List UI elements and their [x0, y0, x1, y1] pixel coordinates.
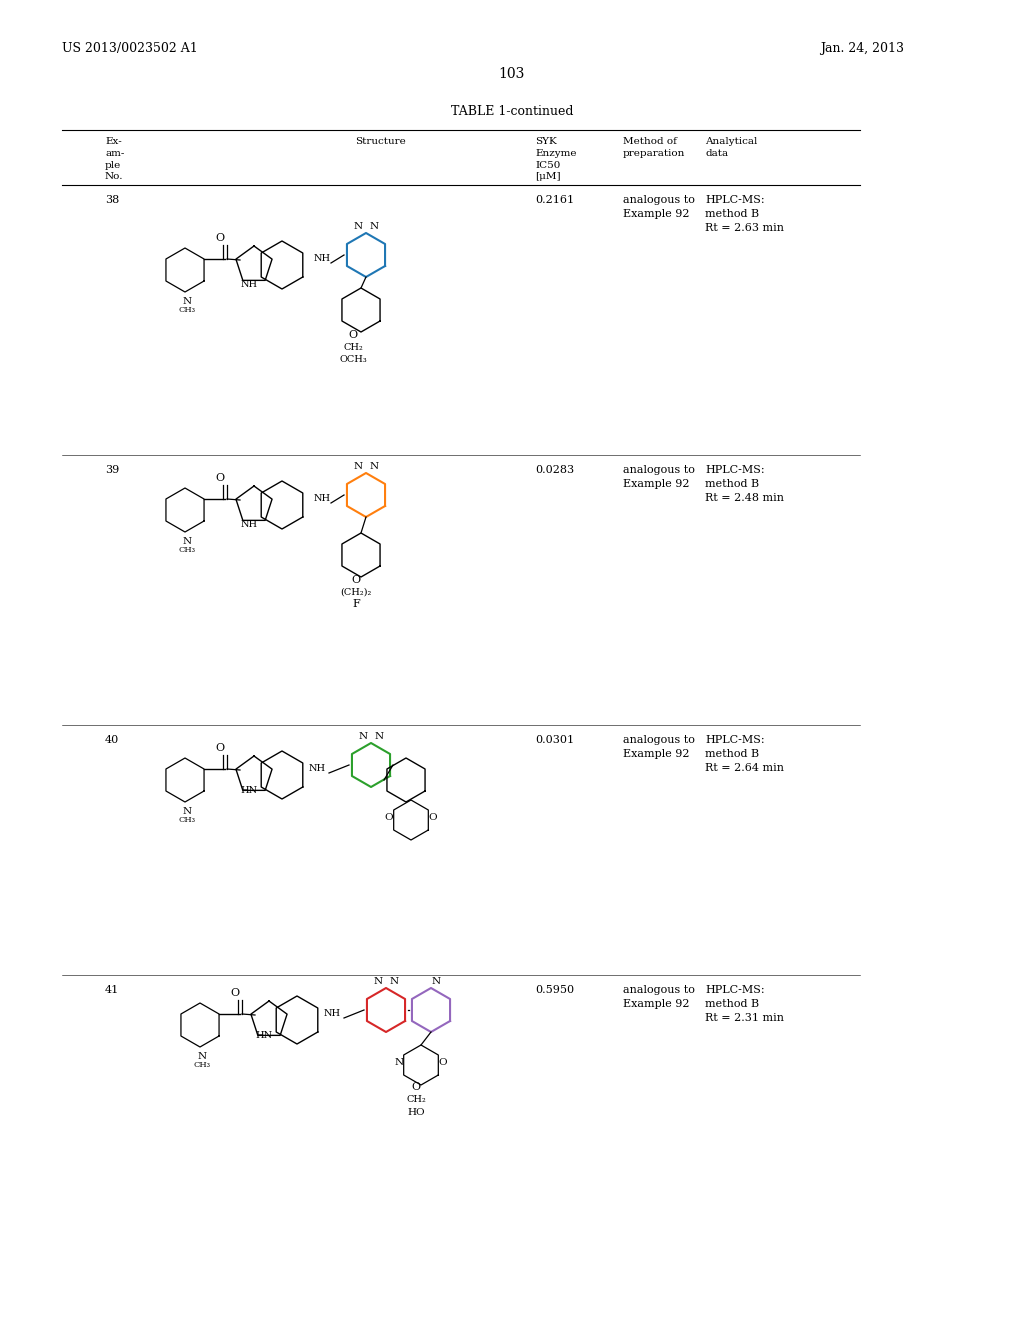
Text: CH₃: CH₃: [178, 816, 196, 824]
Text: 38: 38: [105, 195, 119, 205]
Text: CH₂: CH₂: [407, 1096, 426, 1104]
Text: O: O: [230, 987, 240, 998]
Text: O: O: [215, 473, 224, 483]
Text: Method of
preparation: Method of preparation: [623, 137, 685, 158]
Text: N: N: [182, 807, 191, 816]
Text: Structure: Structure: [354, 137, 406, 147]
Text: Analytical
data: Analytical data: [705, 137, 758, 158]
Text: HPLC-MS:
method B
Rt = 2.64 min: HPLC-MS: method B Rt = 2.64 min: [705, 735, 784, 774]
Text: 41: 41: [105, 985, 119, 995]
Text: OCH₃: OCH₃: [339, 355, 367, 364]
Text: N: N: [358, 733, 368, 741]
Text: (CH₂)₂: (CH₂)₂: [340, 587, 372, 597]
Text: N: N: [370, 462, 379, 471]
Text: 0.2161: 0.2161: [535, 195, 574, 205]
Text: NH: NH: [241, 280, 258, 289]
Text: analogous to
Example 92: analogous to Example 92: [623, 465, 695, 488]
Text: O: O: [429, 813, 437, 822]
Text: 40: 40: [105, 735, 119, 744]
Text: N: N: [182, 297, 191, 306]
Text: analogous to
Example 92: analogous to Example 92: [623, 985, 695, 1008]
Text: NH: NH: [309, 764, 326, 774]
Text: NH: NH: [314, 253, 331, 263]
Text: NH: NH: [241, 520, 258, 529]
Text: HPLC-MS:
method B
Rt = 2.31 min: HPLC-MS: method B Rt = 2.31 min: [705, 985, 784, 1023]
Text: SYK
Enzyme
IC50
[μM]: SYK Enzyme IC50 [μM]: [535, 137, 577, 181]
Text: analogous to
Example 92: analogous to Example 92: [623, 735, 695, 759]
Text: N: N: [375, 733, 384, 741]
Text: TABLE 1-continued: TABLE 1-continued: [451, 106, 573, 117]
Text: N: N: [353, 462, 362, 471]
Text: O: O: [438, 1059, 447, 1067]
Text: O: O: [348, 330, 357, 341]
Text: NH: NH: [314, 494, 331, 503]
Text: HN: HN: [255, 1031, 272, 1040]
Text: CH₃: CH₃: [194, 1061, 211, 1069]
Text: N: N: [370, 222, 379, 231]
Text: 0.5950: 0.5950: [535, 985, 574, 995]
Text: CH₂: CH₂: [343, 343, 362, 352]
Text: Jan. 24, 2013: Jan. 24, 2013: [820, 42, 904, 55]
Text: HN: HN: [241, 785, 258, 795]
Text: O: O: [385, 813, 393, 822]
Text: O: O: [412, 1082, 421, 1092]
Text: N: N: [374, 977, 383, 986]
Text: 39: 39: [105, 465, 119, 475]
Text: CH₃: CH₃: [178, 546, 196, 554]
Text: Ex-
am-
ple
No.: Ex- am- ple No.: [105, 137, 124, 181]
Text: 0.0283: 0.0283: [535, 465, 574, 475]
Text: O: O: [215, 743, 224, 752]
Text: NH: NH: [324, 1008, 341, 1018]
Text: O: O: [351, 576, 360, 585]
Text: HO: HO: [408, 1107, 425, 1117]
Text: N: N: [431, 977, 440, 986]
Text: O: O: [215, 234, 224, 243]
Text: N: N: [182, 537, 191, 546]
Text: N: N: [198, 1052, 207, 1061]
Text: 0.0301: 0.0301: [535, 735, 574, 744]
Text: CH₃: CH₃: [178, 306, 196, 314]
Text: N: N: [389, 977, 398, 986]
Text: US 2013/0023502 A1: US 2013/0023502 A1: [62, 42, 198, 55]
Text: N: N: [353, 222, 362, 231]
Text: F: F: [352, 599, 359, 609]
Text: N: N: [394, 1059, 403, 1067]
Text: 103: 103: [499, 67, 525, 81]
Text: HPLC-MS:
method B
Rt = 2.63 min: HPLC-MS: method B Rt = 2.63 min: [705, 195, 784, 234]
Text: HPLC-MS:
method B
Rt = 2.48 min: HPLC-MS: method B Rt = 2.48 min: [705, 465, 784, 503]
Text: analogous to
Example 92: analogous to Example 92: [623, 195, 695, 219]
